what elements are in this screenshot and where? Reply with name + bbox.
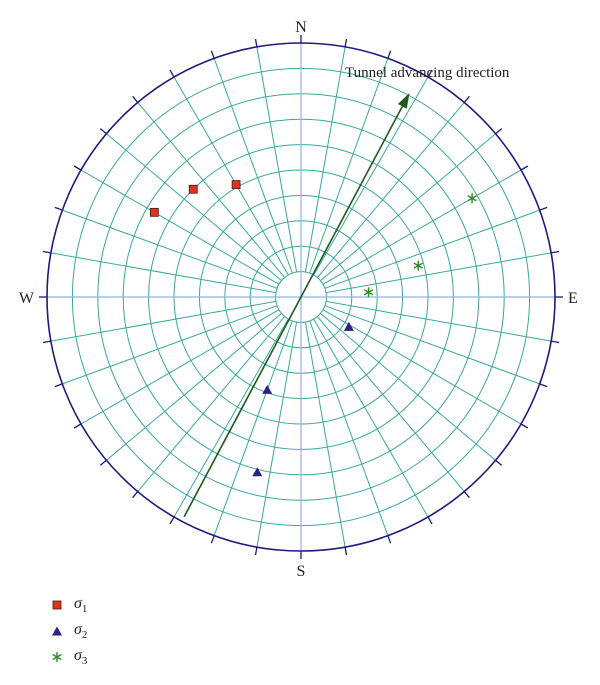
legend-item-sigma1: σ1: [48, 592, 87, 618]
primitive-tick: [132, 95, 139, 103]
point-sigma3-1: [363, 287, 374, 298]
net-radial-line: [80, 309, 280, 425]
primitive-tick: [463, 95, 470, 103]
south-label: S: [297, 563, 306, 580]
tunnel-direction-line: [183, 105, 404, 518]
primitive-tick: [551, 340, 560, 344]
primitive-ticks: [39, 35, 563, 559]
primitive-tick: [42, 250, 51, 254]
net-radial-line: [173, 76, 289, 276]
primitive-tick: [254, 547, 258, 556]
net-radial-line: [313, 318, 429, 518]
net-radial-line: [322, 309, 522, 425]
primitive-tick: [73, 423, 82, 429]
net-radial-line: [320, 133, 496, 282]
net-radial-line: [106, 133, 282, 282]
primitive-tick: [73, 165, 82, 171]
net-radial-line: [137, 316, 286, 492]
net-radial-line: [316, 316, 465, 492]
primitive-tick: [427, 69, 433, 78]
legend-item-sigma3: σ3: [48, 644, 87, 670]
net-radial-line: [106, 312, 282, 461]
primitive-tick: [427, 516, 433, 525]
tunnel-direction-arrow: [183, 92, 410, 518]
west-label: W: [19, 290, 35, 307]
net-radial-line: [325, 252, 552, 294]
net-radial-line: [304, 321, 346, 548]
primitive-tick: [54, 206, 63, 211]
legend-label-sigma3: σ3: [74, 646, 88, 668]
primitive-tick: [387, 535, 392, 544]
data-points: [149, 180, 477, 477]
primitive-tick: [254, 38, 258, 47]
primitive-circle: [46, 42, 556, 552]
asterisk-marker-icon: [48, 649, 66, 665]
primitive-tick: [210, 535, 215, 544]
net-radial-line: [322, 169, 522, 285]
net-radial-line: [173, 318, 289, 518]
north-label: N: [295, 19, 307, 36]
point-sigma2-3: [252, 467, 263, 477]
square-marker-icon: [48, 597, 66, 613]
east-label: E: [568, 290, 578, 307]
primitive-tick: [42, 340, 51, 344]
legend-label-sigma1: σ1: [74, 594, 88, 616]
point-sigma1-1: [231, 180, 241, 189]
net-radial-line: [324, 305, 540, 385]
primitive-tick: [210, 50, 215, 59]
primitive-tick: [344, 38, 348, 47]
net-radial-line: [50, 300, 277, 342]
net-radial-line: [80, 169, 280, 285]
net-radial-line: [213, 320, 293, 536]
primitive-tick: [344, 547, 348, 556]
net-radial-line: [137, 102, 286, 278]
primitive-tick: [551, 250, 560, 254]
primitive-tick: [169, 69, 175, 78]
net-radial-line: [256, 46, 298, 273]
point-sigma1-3: [149, 207, 159, 217]
legend-item-sigma2: σ2: [48, 618, 87, 644]
net-radial-line: [62, 209, 278, 289]
primitive-tick: [520, 423, 529, 429]
net-radial-line: [256, 321, 298, 548]
primitive-tick: [520, 165, 529, 171]
primitive-tick: [539, 206, 548, 211]
point-sigma2-1: [343, 321, 354, 331]
primitive-tick: [99, 128, 107, 135]
primitive-tick: [539, 383, 548, 388]
net-radial-line: [313, 76, 429, 276]
net-radial-line: [325, 300, 552, 342]
primitive-tick: [99, 459, 107, 466]
net-radial-line: [309, 58, 389, 274]
primitive-tick: [387, 50, 392, 59]
primitive-tick: [169, 516, 175, 525]
legend-label-sigma2: σ2: [74, 620, 88, 642]
primitive-tick: [463, 491, 470, 499]
net-radial-line: [50, 252, 277, 294]
polar-net-grid: [47, 43, 555, 551]
net-radial-line: [320, 312, 496, 461]
primitive-tick: [132, 491, 139, 499]
triangle-marker-icon: [48, 623, 66, 639]
point-sigma3-2: [413, 260, 423, 271]
net-radial-line: [304, 46, 346, 273]
primitive-tick: [495, 128, 503, 135]
net-radial-line: [62, 305, 278, 385]
primitive-tick: [495, 459, 503, 466]
legend: σ1 σ2 σ3: [48, 592, 87, 670]
point-sigma3-3: [467, 193, 477, 204]
tunnel-direction-label: Tunnel advancing direction: [345, 65, 510, 81]
point-sigma2-2: [262, 384, 273, 394]
net-radial-line: [316, 102, 465, 278]
net-radial-line: [309, 320, 389, 536]
arrow-head-icon: [397, 92, 410, 109]
primitive-tick: [54, 383, 63, 388]
net-radial-line: [324, 209, 540, 289]
net-radial-line: [213, 58, 293, 274]
stereonet-plot: N S E W Tunnel advancing direction: [19, 19, 578, 580]
point-sigma1-2: [188, 184, 198, 194]
